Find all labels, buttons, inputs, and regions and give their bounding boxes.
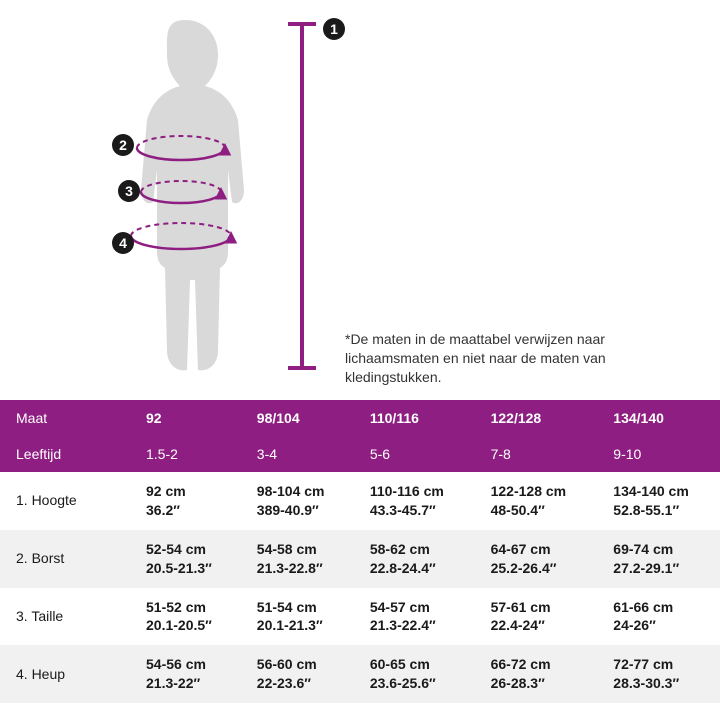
callout-1: 1 [323,18,345,40]
table-cell: 69-74 cm27.2-29.1″ [597,530,720,588]
table-cell: 54-57 cm21.3-22.4″ [354,588,475,646]
row-label: 4. Heup [0,645,130,703]
table-cell: 61-66 cm24-26″ [597,588,720,646]
header-cell: 110/116 [354,400,475,436]
table-cell: 51-52 cm20.1-20.5″ [130,588,241,646]
table-cell: 54-56 cm21.3-22″ [130,645,241,703]
table-cell: 52-54 cm20.5-21.3″ [130,530,241,588]
table-cell: 51-54 cm20.1-21.3″ [241,588,354,646]
header-cell: 9-10 [597,436,720,472]
table-cell: 110-116 cm43.3-45.7″ [354,472,475,530]
header-cell: 134/140 [597,400,720,436]
header-cell: 1.5-2 [130,436,241,472]
table-cell: 60-65 cm23.6-25.6″ [354,645,475,703]
table-cell: 134-140 cm52.8-55.1″ [597,472,720,530]
header-cell: 92 [130,400,241,436]
header-label: Leeftijd [0,436,130,472]
table-cell: 122-128 cm48-50.4″ [475,472,598,530]
header-cell: 122/128 [475,400,598,436]
callout-2: 2 [112,134,134,156]
row-label: 2. Borst [0,530,130,588]
footnote: *De maten in de maattabel verwijzen naar… [345,330,695,387]
table-cell: 66-72 cm26-28.3″ [475,645,598,703]
header-label: Maat [0,400,130,436]
table-cell: 72-77 cm28.3-30.3″ [597,645,720,703]
table-row: 2. Borst52-54 cm20.5-21.3″54-58 cm21.3-2… [0,530,720,588]
header-cell: 5-6 [354,436,475,472]
table-cell: 58-62 cm22.8-24.4″ [354,530,475,588]
measurement-diagram: 1 2 3 4 *De maten in de maattabel verwijzen… [0,0,720,400]
row-label: 3. Taille [0,588,130,646]
row-label: 1. Hoogte [0,472,130,530]
header-cell: 98/104 [241,400,354,436]
table-cell: 56-60 cm22-23.6″ [241,645,354,703]
header-cell: 7-8 [475,436,598,472]
callout-3: 3 [118,180,140,202]
table-cell: 57-61 cm22.4-24″ [475,588,598,646]
table-cell: 64-67 cm25.2-26.4″ [475,530,598,588]
table-cell: 92 cm36.2″ [130,472,241,530]
table-row: 4. Heup54-56 cm21.3-22″56-60 cm22-23.6″6… [0,645,720,703]
table-row: 3. Taille51-52 cm20.1-20.5″51-54 cm20.1-… [0,588,720,646]
callout-4: 4 [112,232,134,254]
size-chart-table: Maat9298/104110/116122/128134/140 Leeftij… [0,400,720,703]
table-row: 1. Hoogte92 cm36.2″98-104 cm389-40.9″110… [0,472,720,530]
table-cell: 54-58 cm21.3-22.8″ [241,530,354,588]
table-cell: 98-104 cm389-40.9″ [241,472,354,530]
header-cell: 3-4 [241,436,354,472]
